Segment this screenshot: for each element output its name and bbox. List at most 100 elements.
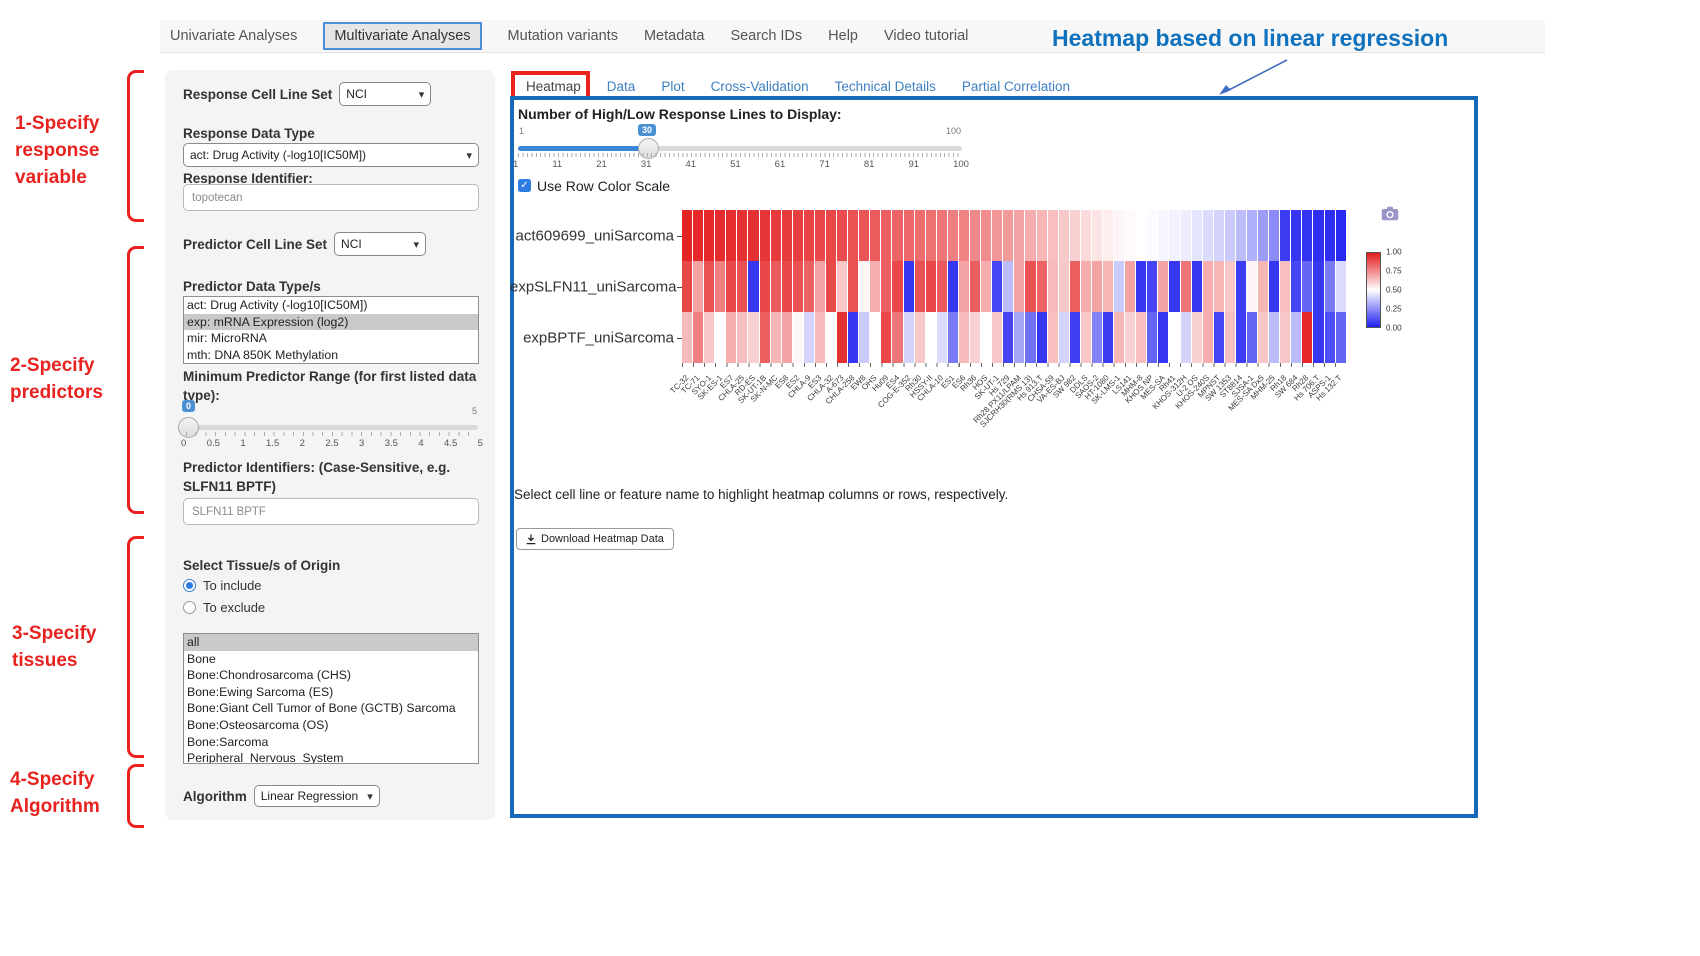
heatmap-cell[interactable] (1225, 210, 1235, 261)
heatmap-cell[interactable] (682, 210, 692, 261)
heatmap-cell[interactable] (1114, 210, 1124, 261)
heatmap-cell[interactable] (1258, 210, 1268, 261)
heatmap-cell[interactable] (1070, 210, 1080, 261)
heatmap-cell[interactable] (1247, 210, 1257, 261)
heatmap-cell[interactable] (837, 312, 847, 363)
heatmap-cell[interactable] (1247, 261, 1257, 312)
listbox-option[interactable]: Bone:Sarcoma (184, 734, 478, 751)
listbox-option[interactable]: Bone:Chondrosarcoma (CHS) (184, 667, 478, 684)
heatmap-cell[interactable] (1203, 210, 1213, 261)
heatmap-cell[interactable] (1291, 312, 1301, 363)
heatmap-cell[interactable] (804, 210, 814, 261)
heatmap-cell[interactable] (970, 210, 980, 261)
predictor-identifiers-input[interactable]: SLFN11 BPTF (183, 498, 479, 525)
heatmap-cell[interactable] (1037, 261, 1047, 312)
heatmap-cell[interactable] (1336, 261, 1346, 312)
tissue-exclude-radio-row[interactable]: To exclude (183, 600, 265, 615)
heatmap-cell[interactable] (937, 312, 947, 363)
tissue-include-radio-row[interactable]: To include (183, 578, 262, 593)
heatmap-cell[interactable] (1136, 312, 1146, 363)
heatmap-cell[interactable] (948, 312, 958, 363)
predictor-data-types-listbox[interactable]: act: Drug Activity (-log10[IC50M])exp: m… (183, 296, 479, 364)
min-predictor-range-track[interactable] (186, 425, 478, 430)
listbox-option[interactable]: act: Drug Activity (-log10[IC50M]) (184, 297, 478, 314)
heatmap-cell[interactable] (815, 312, 825, 363)
heatmap-cell[interactable] (1214, 261, 1224, 312)
tab-partial-correlation[interactable]: Partial Correlation (962, 79, 1070, 94)
heatmap-row-label[interactable]: act609699_uniSarcoma (510, 227, 674, 244)
heatmap-cell[interactable] (1302, 312, 1312, 363)
heatmap-cell[interactable] (1236, 261, 1246, 312)
heatmap-cell[interactable] (1103, 312, 1113, 363)
heatmap-cell[interactable] (1192, 210, 1202, 261)
camera-download-plot-icon[interactable] (1381, 206, 1399, 221)
heatmap-cell[interactable] (970, 312, 980, 363)
heatmap-cell[interactable] (1313, 312, 1323, 363)
heatmap-cell[interactable] (881, 210, 891, 261)
heatmap-cell[interactable] (1136, 210, 1146, 261)
heatmap-cell[interactable] (1258, 261, 1268, 312)
heatmap-cell[interactable] (715, 261, 725, 312)
heatmap-cell[interactable] (1048, 312, 1058, 363)
listbox-option[interactable]: Bone:Ewing Sarcoma (ES) (184, 684, 478, 701)
listbox-option[interactable]: all (184, 634, 478, 651)
tab-data[interactable]: Data (607, 79, 636, 94)
heatmap-cell[interactable] (1125, 312, 1135, 363)
heatmap-cell[interactable] (1147, 312, 1157, 363)
heatmap-cell[interactable] (1236, 312, 1246, 363)
heatmap-cell[interactable] (1059, 312, 1069, 363)
heatmap-cell[interactable] (1325, 312, 1335, 363)
heatmap-cell[interactable] (1313, 261, 1323, 312)
heatmap-cell[interactable] (1014, 261, 1024, 312)
heatmap-cell[interactable] (1048, 210, 1058, 261)
heatmap-cell[interactable] (715, 210, 725, 261)
heatmap-cell[interactable] (1302, 210, 1312, 261)
heatmap-cell[interactable] (870, 312, 880, 363)
heatmap-cell[interactable] (881, 312, 891, 363)
heatmap-cell[interactable] (737, 261, 747, 312)
heatmap-cell[interactable] (1280, 261, 1290, 312)
heatmap-cell[interactable] (804, 312, 814, 363)
predictor-cell-line-set-select[interactable]: NCI▾ (334, 232, 426, 256)
heatmap-cell[interactable] (1225, 261, 1235, 312)
listbox-option[interactable]: Bone:Giant Cell Tumor of Bone (GCTB) Sar… (184, 700, 478, 717)
heatmap-cell[interactable] (1325, 210, 1335, 261)
heatmap-cell[interactable] (782, 261, 792, 312)
heatmap-cell[interactable] (1037, 312, 1047, 363)
heatmap-cell[interactable] (992, 261, 1002, 312)
heatmap-cell[interactable] (915, 210, 925, 261)
heatmap-cell[interactable] (1181, 312, 1191, 363)
heatmap-cell[interactable] (1269, 210, 1279, 261)
nav-mutation-variants[interactable]: Mutation variants (508, 28, 618, 44)
heatmap-cell[interactable] (1192, 312, 1202, 363)
heatmap-cell[interactable] (959, 210, 969, 261)
heatmap-cell[interactable] (948, 261, 958, 312)
heatmap-cell[interactable] (1336, 210, 1346, 261)
nav-search-ids[interactable]: Search IDs (730, 28, 802, 44)
heatmap-cell[interactable] (1092, 312, 1102, 363)
listbox-option[interactable]: Peripheral_Nervous_System (184, 750, 478, 764)
heatmap-cell[interactable] (1291, 210, 1301, 261)
heatmap-cell[interactable] (737, 312, 747, 363)
heatmap-cell[interactable] (1269, 261, 1279, 312)
heatmap-cell[interactable] (970, 261, 980, 312)
heatmap-row-label[interactable]: expSLFN11_uniSarcoma (510, 278, 674, 295)
heatmap-cell[interactable] (1214, 312, 1224, 363)
heatmap-cell[interactable] (1280, 210, 1290, 261)
heatmap-cell[interactable] (1225, 312, 1235, 363)
nav-metadata[interactable]: Metadata (644, 28, 704, 44)
heatmap-cell[interactable] (837, 210, 847, 261)
heatmap-cell[interactable] (693, 210, 703, 261)
tab-plot[interactable]: Plot (661, 79, 684, 94)
heatmap-cell[interactable] (915, 312, 925, 363)
heatmap-cell[interactable] (992, 210, 1002, 261)
listbox-option[interactable]: mth: DNA 850K Methylation (184, 347, 478, 364)
heatmap-cell[interactable] (704, 312, 714, 363)
heatmap-cell[interactable] (1103, 210, 1113, 261)
nav-video-tutorial[interactable]: Video tutorial (884, 28, 968, 44)
heatmap-cell[interactable] (826, 261, 836, 312)
heatmap-cell[interactable] (1114, 261, 1124, 312)
heatmap-cell[interactable] (1313, 210, 1323, 261)
heatmap-cell[interactable] (1025, 261, 1035, 312)
heatmap-cell[interactable] (859, 261, 869, 312)
